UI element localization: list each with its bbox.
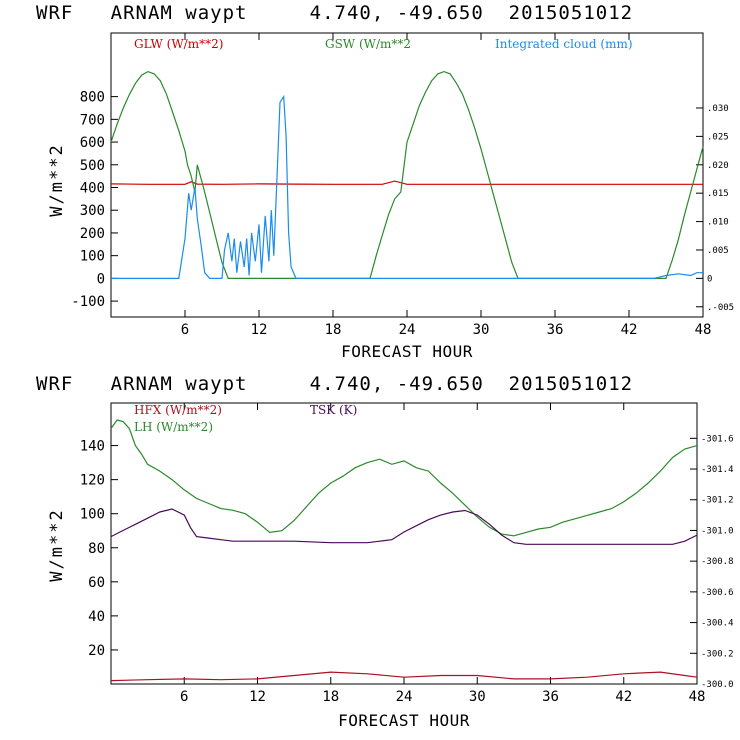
y2-tick-label: .005 (707, 246, 729, 256)
y2-tick-label: .030 (707, 104, 729, 114)
legend-entry-2: Integrated cloud (mm) (495, 37, 633, 51)
y-tick-label: 100 (80, 507, 105, 523)
series-line-0 (110, 671, 698, 682)
y-tick-label: 20 (88, 643, 105, 659)
y-tick-label: -100 (71, 294, 105, 310)
x-tick-label: 24 (396, 689, 413, 705)
y-axis-label: W/m**2 (47, 508, 67, 581)
x-tick-label: 24 (399, 322, 416, 338)
series-line-1 (110, 70, 704, 279)
y-tick-label: 300 (80, 203, 105, 219)
y2-tick-label: .025 (707, 132, 729, 142)
y-tick-label: 400 (80, 180, 105, 196)
series-line-2 (110, 508, 698, 545)
x-tick-label: 48 (695, 322, 712, 338)
top-chart-title: WRF ARNAM waypt 4.740, -49.650 201505101… (36, 2, 634, 24)
x-tick-label: 18 (325, 322, 342, 338)
x-tick-label: 36 (542, 689, 559, 705)
x-tick-label: 6 (180, 689, 188, 705)
y2-tick-label: -301.6 (701, 434, 734, 444)
y-axis-label: W/m**2 (47, 143, 67, 216)
y2-tick-label: -300.6 (701, 588, 734, 598)
x-tick-label: 12 (249, 689, 266, 705)
x-axis-label: FORECAST HOUR (341, 342, 473, 361)
y2-tick-label: .010 (707, 218, 729, 228)
series-line-1 (110, 419, 698, 537)
y2-tick-label: -300.2 (701, 649, 734, 659)
y2-tick-label: -300.4 (701, 619, 734, 629)
x-tick-label: 42 (621, 322, 638, 338)
x-tick-label: 18 (322, 689, 339, 705)
y-tick-label: 600 (80, 135, 105, 151)
y-tick-label: 140 (80, 439, 105, 455)
legend-entry-0: HFX (W/m**2) (134, 403, 222, 417)
y-tick-label: 100 (80, 249, 105, 265)
legend-entry-1: LH (W/m**2) (134, 420, 213, 434)
x-tick-label: 12 (251, 322, 268, 338)
y-tick-label: 800 (80, 90, 105, 106)
series-line-2 (111, 94, 703, 279)
bottom-chart-title: WRF ARNAM waypt 4.740, -49.650 201505101… (36, 373, 634, 395)
top-chart: 6 12 18 24 30 36 42 48 -100 0 100 200 300 400 500 600 70… (47, 32, 734, 361)
y-tick-label: 80 (88, 541, 105, 557)
y-tick-label: 0 (97, 271, 105, 287)
x-axis-label: FORECAST HOUR (338, 711, 470, 730)
x-tick-label: 30 (473, 322, 490, 338)
x-tick-label: 6 (181, 322, 189, 338)
legend-entry-0: GLW (W/m**2) (134, 37, 223, 51)
y-tick-label: 40 (88, 609, 105, 625)
y-tick-label: 200 (80, 226, 105, 242)
y2-tick-label: -300.8 (701, 557, 734, 567)
x-tick-label: 48 (689, 689, 706, 705)
y2-tick-label: .-005 (707, 303, 734, 313)
y2-tick-label: -300.0 (701, 680, 734, 690)
y2-tick-label: -301.0 (701, 526, 734, 536)
y2-tick-label: -301.4 (701, 465, 734, 475)
legend-entry-1: GSW (W/m**2 (325, 37, 411, 51)
x-tick-label: 42 (615, 689, 632, 705)
y-tick-label: 500 (80, 158, 105, 174)
y-tick-label: 60 (88, 575, 105, 591)
x-tick-label: 36 (547, 322, 564, 338)
y2-tick-label: .020 (707, 161, 729, 171)
y-tick-label: 120 (80, 473, 105, 489)
y-tick-label: 700 (80, 112, 105, 128)
legend-entry-2: TSK (K) (310, 403, 357, 417)
x-tick-label: 30 (469, 689, 486, 705)
plot-frame (110, 402, 698, 685)
y2-tick-label: 0 (707, 274, 712, 284)
y2-tick-label: .015 (707, 189, 729, 199)
y2-tick-label: -301.2 (701, 496, 734, 506)
